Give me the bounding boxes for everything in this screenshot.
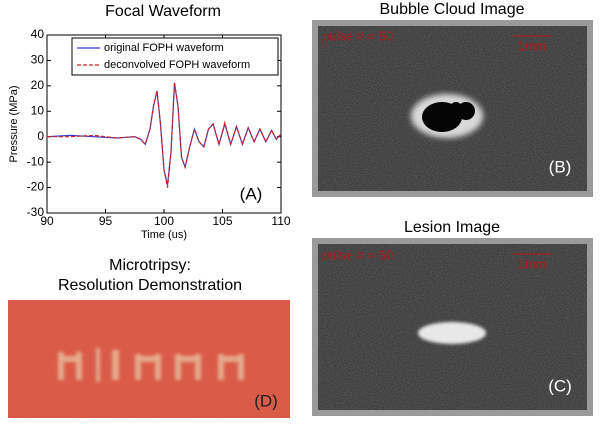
x-tick-label: 100 [154,214,174,228]
x-tick-label: 110 [271,214,290,228]
panel-title: Bubble Cloud Image [380,1,525,18]
y-tick-label: 40 [31,27,45,41]
y-tick-label: -30 [27,205,45,219]
panel-title: Resolution Demonstration [58,277,242,294]
scale-label: 1mm [518,38,547,53]
y-axis-label: Pressure (MPa) [8,85,20,162]
panel-title: Lesion Image [404,219,500,236]
waveform-line [46,83,282,186]
y-tick-label: -10 [27,154,45,168]
y-tick-label: -20 [27,180,45,194]
legend-label: original FOPH waveform [104,42,224,54]
legend-label: deconvolved FOPH waveform [104,59,250,71]
panel-label: (D) [254,391,278,410]
y-tick-label: 0 [37,129,44,143]
microtripsy-pattern [58,348,244,382]
x-tick-label: 90 [40,214,54,228]
waveform-chart: -30 -20 -10 0 10 20 30 40 90 95 100 105 110 Time (us)… [8,27,291,241]
y-tick-label: 10 [31,103,45,117]
pulse-label: pulse # = 50 [322,247,393,262]
x-tick-label: 105 [212,214,232,228]
panel-label: (B) [549,157,572,176]
panel-title: Microtripsy: [109,257,191,274]
x-axis-label: Time (us) [141,229,187,241]
panel-label: (A) [240,184,263,203]
panel-label: (C) [548,376,572,395]
bubble [450,102,462,114]
y-tick-label: 20 [31,78,45,92]
lesion [418,322,486,344]
chart-title: Focal Waveform [105,3,221,20]
legend-box [71,37,279,76]
pulse-label: pulse # = 50 [322,28,393,43]
x-tick-label: 95 [99,214,113,228]
y-tick-label: 30 [31,53,45,67]
scale-label: 1mm [518,256,547,271]
